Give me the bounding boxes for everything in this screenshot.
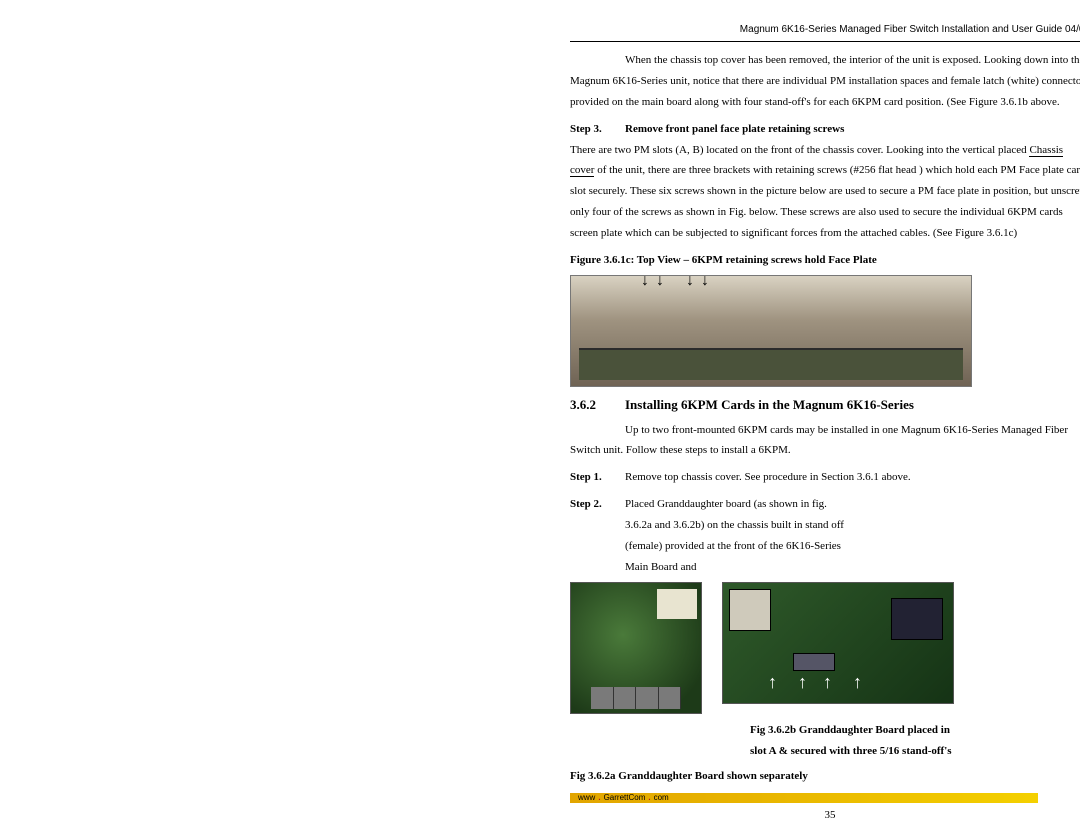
arrow-icon: ↓ xyxy=(701,266,709,296)
board-component xyxy=(891,598,943,640)
arrow-icon: ↑ xyxy=(768,665,777,699)
step3-text-b: of the unit, there are three brackets wi… xyxy=(570,164,1080,239)
chassis-strip xyxy=(579,348,963,380)
section-intro: Up to two front-mounted 6KPM cards may b… xyxy=(570,420,1080,462)
section-title: Installing 6KPM Cards in the Magnum 6K16… xyxy=(625,393,914,418)
board-component xyxy=(657,589,697,619)
arrow-icon: ↑ xyxy=(823,665,832,699)
step2-label: Step 2. xyxy=(570,494,625,578)
dot-icon: . xyxy=(648,790,650,805)
figure-362b-caption: Fig 3.6.2b Granddaughter Board placed in… xyxy=(750,720,1080,762)
caption-b-line1: Fig 3.6.2b Granddaughter Board placed in xyxy=(750,724,950,736)
footer-www: www xyxy=(578,790,595,805)
figure-362a-image xyxy=(570,582,702,714)
figure-row: ↑ ↑ ↑ ↑ xyxy=(570,582,1080,714)
arrow-icon: ↓ xyxy=(641,266,649,296)
footer-tld: com xyxy=(654,790,669,805)
figure-362a-wrapper xyxy=(570,582,702,714)
document-page: Magnum 6K16-Series Managed Fiber Switch … xyxy=(540,0,1080,835)
footer-domain: GarrettCom xyxy=(604,790,646,805)
step-1: Step 1. Remove top chassis cover. See pr… xyxy=(570,467,1080,488)
step3-label: Step 3. xyxy=(570,119,625,140)
section-number: 3.6.2 xyxy=(570,393,625,418)
page-number: 35 xyxy=(570,805,1080,826)
arrow-icon: ↑ xyxy=(853,665,862,699)
step3-text-a: There are two PM slots (A, B) located on… xyxy=(570,144,1029,156)
step3-body: There are two PM slots (A, B) located on… xyxy=(570,140,1080,244)
board-ports xyxy=(591,687,681,709)
footer-url-bar: www . GarrettCom . com xyxy=(570,793,1038,803)
running-header: Magnum 6K16-Series Managed Fiber Switch … xyxy=(570,20,1080,42)
intro-paragraph: When the chassis top cover has been remo… xyxy=(570,50,1080,113)
arrow-icon: ↑ xyxy=(798,665,807,699)
dot-icon: . xyxy=(598,790,600,805)
arrow-icon: ↓ xyxy=(686,266,694,296)
caption-b-line2: slot A & secured with three 5/16 stand-o… xyxy=(750,745,952,757)
step2-body: Placed Granddaughter board (as shown in … xyxy=(625,494,845,578)
figure-362b-wrapper: ↑ ↑ ↑ ↑ xyxy=(722,582,954,714)
section-heading: 3.6.2 Installing 6KPM Cards in the Magnu… xyxy=(570,393,1080,418)
step-3: Step 3. Remove front panel face plate re… xyxy=(570,119,1080,140)
step-2: Step 2. Placed Granddaughter board (as s… xyxy=(570,494,1080,578)
board-component xyxy=(729,589,771,631)
arrow-icon: ↓ xyxy=(656,266,664,296)
figure-361c-image: ↓ ↓ ↓ ↓ xyxy=(570,275,972,387)
figure-362b-image: ↑ ↑ ↑ ↑ xyxy=(722,582,954,704)
step1-label: Step 1. xyxy=(570,467,625,488)
step1-body: Remove top chassis cover. See procedure … xyxy=(625,467,1080,488)
step3-title: Remove front panel face plate retaining … xyxy=(625,119,1080,140)
figure-362a-caption: Fig 3.6.2a Granddaughter Board shown sep… xyxy=(570,766,1080,787)
